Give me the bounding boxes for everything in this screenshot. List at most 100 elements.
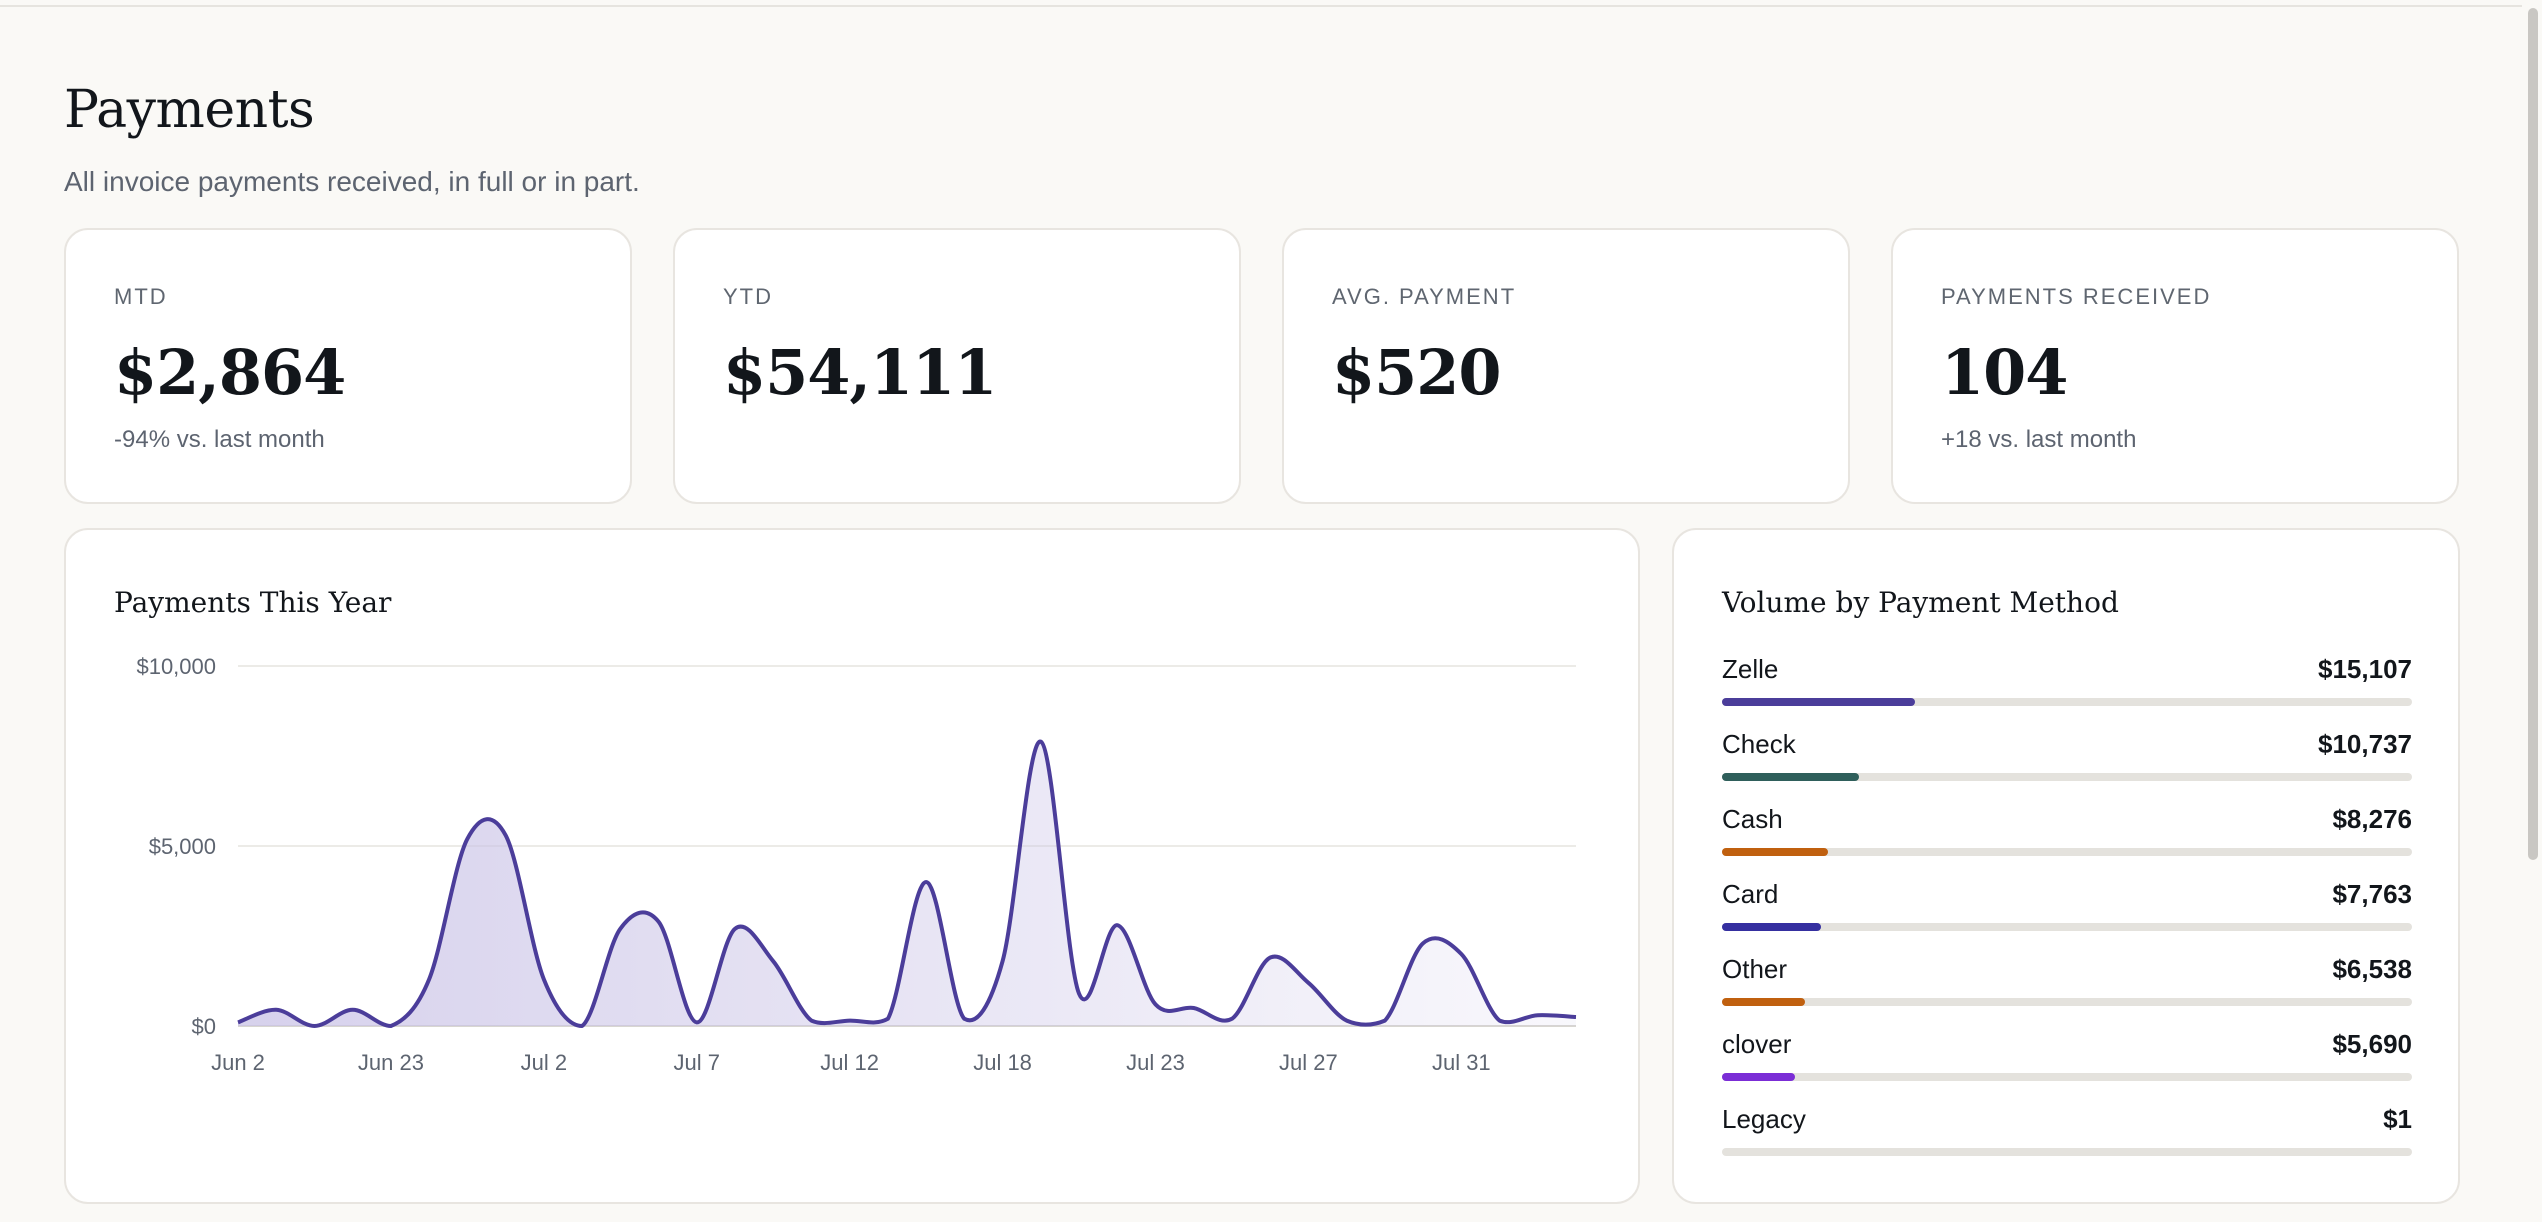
method-bar-fill — [1722, 998, 1806, 1006]
method-row-zelle: Zelle $15,107 — [1722, 654, 2412, 714]
method-amount: $6,538 — [2332, 954, 2412, 984]
data-point[interactable] — [916, 872, 936, 892]
x-tick-label: Jun 23 — [358, 1050, 424, 1075]
data-point[interactable] — [1337, 1011, 1357, 1031]
stat-card-mtd: MTD $2,864 -94% vs. last month — [64, 228, 632, 504]
data-point[interactable] — [1222, 1009, 1242, 1029]
stat-value: $54,111 — [723, 336, 997, 409]
data-point[interactable] — [1298, 973, 1318, 993]
top-divider — [0, 5, 2522, 7]
data-point[interactable] — [304, 1016, 324, 1036]
stat-delta: +18 vs. last month — [1941, 426, 2137, 453]
y-tick-label: $5,000 — [149, 834, 216, 859]
data-point[interactable] — [1184, 998, 1204, 1018]
method-bar-track — [1722, 698, 2412, 706]
x-tick-label: Jul 7 — [674, 1050, 720, 1075]
payment-method-card: Volume by Payment Method Zelle $15,107 Che… — [1672, 528, 2460, 1204]
method-amount: $8,276 — [2332, 804, 2412, 834]
data-point[interactable] — [228, 1012, 248, 1032]
method-name: Zelle — [1722, 654, 1779, 684]
data-point[interactable] — [1145, 994, 1165, 1014]
stat-label: PAYMENTS RECEIVED — [1941, 284, 2212, 309]
x-tick-label: Jul 23 — [1126, 1050, 1185, 1075]
data-point[interactable] — [1260, 948, 1280, 968]
series-line — [237, 739, 1577, 1028]
data-point[interactable] — [1566, 1007, 1586, 1027]
method-bar-fill — [1722, 773, 1859, 781]
data-point[interactable] — [840, 1011, 860, 1031]
method-amount: $7,763 — [2332, 879, 2412, 909]
data-point[interactable] — [1528, 1005, 1548, 1025]
data-point[interactable] — [419, 969, 439, 989]
y-tick-label: $0 — [192, 1014, 216, 1039]
data-point[interactable] — [266, 1000, 286, 1020]
data-point[interactable] — [534, 969, 554, 989]
stat-label: AVG. PAYMENT — [1332, 284, 1517, 309]
method-row-cash: Cash $8,276 — [1722, 804, 2412, 864]
x-tick-label: Jul 27 — [1279, 1050, 1338, 1075]
y-tick-label: $10,000 — [136, 654, 216, 679]
stat-value: $2,864 — [114, 336, 346, 409]
method-row-legacy: Legacy $1 — [1722, 1104, 2412, 1164]
method-bar-fill — [1722, 1073, 1795, 1081]
series-area — [238, 741, 1576, 1026]
data-point[interactable] — [457, 829, 477, 849]
data-point[interactable] — [1031, 732, 1051, 752]
data-point[interactable] — [1413, 933, 1433, 953]
stat-label: MTD — [114, 284, 168, 309]
data-point[interactable] — [1375, 1011, 1395, 1031]
data-point[interactable] — [954, 1009, 974, 1029]
method-name: Legacy — [1722, 1104, 1806, 1134]
data-point[interactable] — [1107, 915, 1127, 935]
data-point[interactable] — [496, 825, 516, 845]
stat-value: $520 — [1332, 336, 1502, 409]
methods-title: Volume by Payment Method — [1722, 586, 2119, 619]
stat-card-payments-received: PAYMENTS RECEIVED 104 +18 vs. last month — [1891, 228, 2459, 504]
method-bar-track — [1722, 848, 2412, 856]
method-name: Cash — [1722, 804, 1783, 834]
method-amount: $15,107 — [2318, 654, 2412, 684]
chart-title: Payments This Year — [114, 586, 392, 619]
data-point[interactable] — [381, 1016, 401, 1036]
data-point[interactable] — [610, 919, 630, 939]
data-point[interactable] — [878, 1009, 898, 1029]
data-point[interactable] — [801, 1011, 821, 1031]
data-point[interactable] — [725, 919, 745, 939]
data-point[interactable] — [649, 912, 669, 932]
method-bar-track — [1722, 1073, 2412, 1081]
method-bar-track — [1722, 1148, 2412, 1156]
stat-card-avg-payment: AVG. PAYMENT $520 — [1282, 228, 1850, 504]
data-point[interactable] — [572, 1016, 592, 1036]
scrollbar-thumb[interactable] — [2528, 8, 2538, 860]
data-point[interactable] — [687, 1012, 707, 1032]
method-bar-fill — [1722, 923, 1821, 931]
method-row-check: Check $10,737 — [1722, 729, 2412, 789]
stat-label: YTD — [723, 284, 773, 309]
method-name: clover — [1722, 1029, 1792, 1059]
data-point[interactable] — [343, 1000, 363, 1020]
stat-delta: -94% vs. last month — [114, 426, 325, 453]
method-amount: $10,737 — [2318, 729, 2412, 759]
method-row-card: Card $7,763 — [1722, 879, 2412, 939]
method-bar-fill — [1722, 848, 1828, 856]
page-scrollbar[interactable] — [2522, 0, 2542, 1222]
stat-card-ytd: YTD $54,111 — [673, 228, 1241, 504]
x-tick-label: Jul 12 — [820, 1050, 879, 1075]
page-subtitle: All invoice payments received, in full o… — [64, 166, 640, 197]
method-bar-track — [1722, 773, 2412, 781]
x-tick-label: Jul 2 — [521, 1050, 567, 1075]
data-point[interactable] — [763, 951, 783, 971]
data-point[interactable] — [1069, 984, 1089, 1004]
x-tick-label: Jun 2 — [211, 1050, 265, 1075]
data-point[interactable] — [1490, 1011, 1510, 1031]
method-name: Other — [1722, 954, 1788, 984]
method-bar-track — [1722, 998, 2412, 1006]
data-point[interactable] — [1451, 944, 1471, 964]
x-tick-label: Jul 31 — [1432, 1050, 1491, 1075]
method-bar-fill — [1722, 698, 1915, 706]
method-amount: $1 — [2383, 1104, 2412, 1134]
page-title: Payments — [64, 80, 315, 140]
payments-chart-card: $10,000 $5,000 $0 Jun 2 Jun 23 Jul 2 Jul 7 Jul … — [64, 528, 1640, 1204]
method-row-other: Other $6,538 — [1722, 954, 2412, 1014]
data-point[interactable] — [993, 951, 1013, 971]
